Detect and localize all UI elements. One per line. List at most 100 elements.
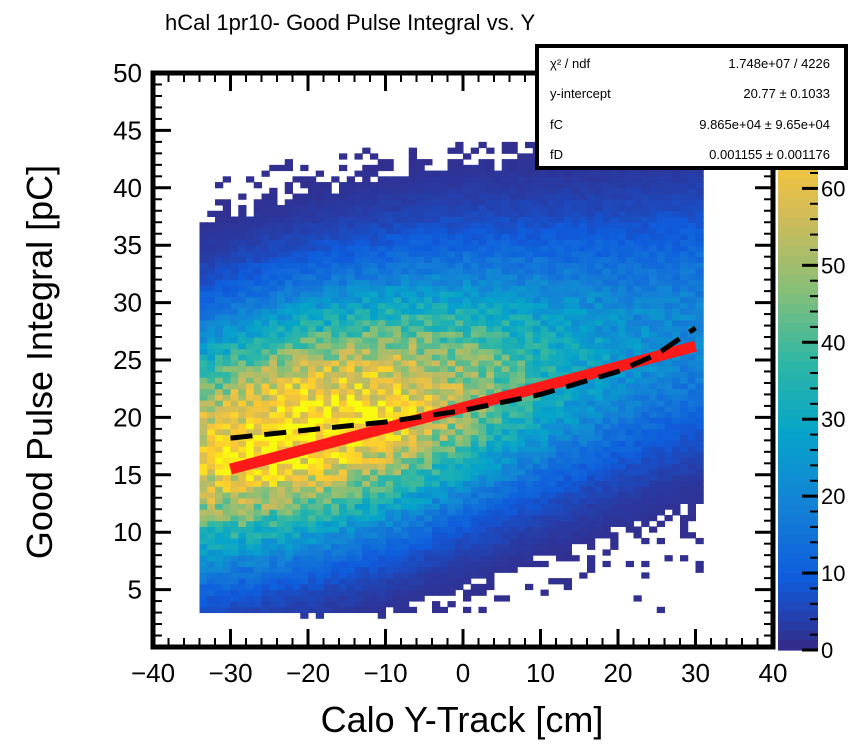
heatmap-cell xyxy=(501,205,510,212)
heatmap-cell xyxy=(199,308,208,315)
heatmap-cell xyxy=(556,210,565,217)
heatmap-cell xyxy=(556,549,565,556)
heatmap-cell xyxy=(277,233,286,240)
heatmap-cell xyxy=(571,446,580,453)
heatmap-cell xyxy=(602,176,611,183)
heatmap-cell xyxy=(401,514,410,522)
heatmap-cell xyxy=(377,308,386,315)
heatmap-cell xyxy=(695,446,704,453)
heatmap-cell xyxy=(556,279,565,286)
heatmap-cell xyxy=(377,451,386,459)
heatmap-cell xyxy=(323,342,332,350)
heatmap-cell xyxy=(594,268,603,275)
heatmap-cell xyxy=(207,555,216,562)
heatmap-cell xyxy=(199,233,208,240)
heatmap-cell xyxy=(579,176,588,183)
heatmap-cell xyxy=(362,170,371,177)
heatmap-cell xyxy=(408,583,417,591)
heatmap-cell xyxy=(331,457,340,464)
heatmap-cell xyxy=(664,457,673,464)
heatmap-cell xyxy=(571,308,580,315)
heatmap-cell xyxy=(540,417,549,424)
heatmap-cell xyxy=(354,474,363,482)
heatmap-cell xyxy=(323,273,332,281)
heatmap-cell xyxy=(680,262,689,269)
heatmap-cell xyxy=(269,560,278,568)
heatmap-cell xyxy=(525,354,534,361)
heatmap-cell xyxy=(315,497,324,504)
heatmap-cell xyxy=(408,526,417,533)
heatmap-cell xyxy=(610,199,619,206)
heatmap-cell xyxy=(292,405,301,413)
heatmap-cell xyxy=(656,486,665,493)
heatmap-cell xyxy=(610,170,619,177)
heatmap-cell xyxy=(222,446,231,453)
heatmap-cell xyxy=(525,555,534,562)
heatmap-cell xyxy=(339,394,348,401)
heatmap-cell xyxy=(664,273,673,281)
heatmap-cell xyxy=(354,503,363,510)
heatmap-cell xyxy=(532,532,541,539)
heatmap-cell xyxy=(416,273,425,281)
heatmap-cell xyxy=(501,325,510,332)
heatmap-cell xyxy=(339,578,348,585)
heatmap-cell xyxy=(269,526,278,533)
heatmap-cell xyxy=(408,365,417,372)
heatmap-cell xyxy=(602,325,611,332)
heatmap-cell xyxy=(594,411,603,418)
heatmap-cell xyxy=(509,331,518,338)
heatmap-cell xyxy=(625,273,634,281)
heatmap-cell xyxy=(587,469,596,476)
heatmap-cell xyxy=(393,394,402,401)
heatmap-cell xyxy=(323,308,332,315)
heatmap-cell xyxy=(509,233,518,240)
heatmap-cell xyxy=(308,182,317,189)
heatmap-cell xyxy=(362,417,371,424)
heatmap-cell xyxy=(385,388,394,395)
heatmap-cell xyxy=(478,566,487,573)
heatmap-cell xyxy=(207,262,216,269)
heatmap-cell xyxy=(641,319,650,327)
heatmap-cell xyxy=(292,566,301,573)
heatmap-cell xyxy=(401,480,410,487)
heatmap-cell xyxy=(664,503,673,510)
heatmap-cell xyxy=(215,480,224,487)
heatmap-cell xyxy=(215,457,224,464)
heatmap-cell xyxy=(602,509,611,516)
heatmap-cell xyxy=(331,388,340,395)
heatmap-cell xyxy=(323,394,332,401)
heatmap-cell xyxy=(370,514,379,522)
heatmap-cell xyxy=(501,233,510,240)
heatmap-cell xyxy=(455,319,464,327)
heatmap-cell xyxy=(331,486,340,493)
heatmap-cell xyxy=(618,285,627,292)
heatmap-cell xyxy=(470,514,479,522)
heatmap-cell xyxy=(222,509,231,516)
heatmap-cell xyxy=(370,337,379,344)
heatmap-cell xyxy=(230,227,239,235)
heatmap-cell xyxy=(246,451,255,459)
heatmap-cell xyxy=(470,555,479,562)
heatmap-cell xyxy=(486,176,495,183)
heatmap-cell xyxy=(463,319,472,327)
heatmap-cell xyxy=(478,205,487,212)
heatmap-cell xyxy=(641,222,650,229)
heatmap-cell xyxy=(695,423,704,430)
heatmap-cell xyxy=(199,377,208,384)
heatmap-cell xyxy=(408,296,417,304)
heatmap-cell xyxy=(354,520,363,527)
heatmap-cell xyxy=(199,520,208,527)
heatmap-cell xyxy=(602,239,611,246)
heatmap-cell xyxy=(416,469,425,476)
heatmap-cell xyxy=(494,480,503,487)
heatmap-cell xyxy=(548,463,557,470)
heatmap-cell xyxy=(416,314,425,321)
heatmap-cell xyxy=(602,296,611,304)
heatmap-cell xyxy=(618,388,627,395)
heatmap-cell xyxy=(207,520,216,527)
heatmap-cell xyxy=(664,319,673,327)
heatmap-cell xyxy=(649,514,658,522)
heatmap-cell xyxy=(556,428,565,436)
heatmap-cell xyxy=(346,405,355,413)
heatmap-cell xyxy=(439,492,448,499)
